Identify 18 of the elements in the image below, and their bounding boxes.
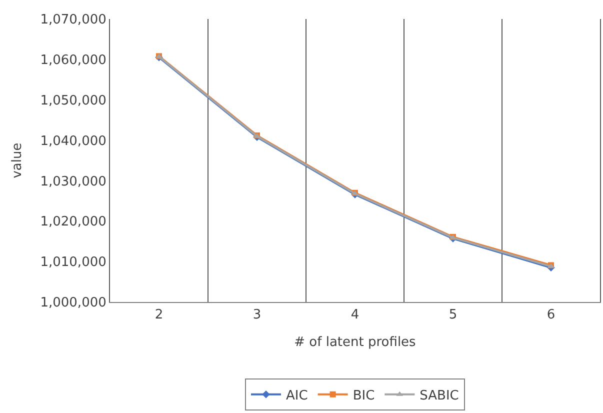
y-tick-label: 1,020,000 [40, 214, 106, 230]
x-axis-title: # of latent profiles [294, 335, 416, 350]
legend-label: SABIC [420, 388, 459, 404]
x-tick-label: 4 [350, 308, 360, 323]
y-tick-label: 1,070,000 [40, 12, 106, 28]
x-tick-label: 5 [448, 308, 458, 323]
y-tick-label: 1,060,000 [40, 52, 106, 68]
x-tick-label: 3 [252, 308, 262, 323]
y-tick-label: 1,040,000 [40, 134, 106, 149]
legend-label: AIC [286, 388, 308, 404]
y-axis-title: value [10, 142, 26, 178]
y-tick-label: 1,010,000 [40, 255, 106, 270]
y-tick-label: 1,030,000 [40, 174, 106, 190]
y-tick-label: 1,050,000 [40, 93, 106, 108]
y-tick-label: 1,000,000 [40, 296, 106, 311]
x-tick-label: 6 [546, 308, 556, 323]
x-tick-label: 2 [154, 308, 164, 323]
legend-label: BIC [352, 388, 375, 404]
